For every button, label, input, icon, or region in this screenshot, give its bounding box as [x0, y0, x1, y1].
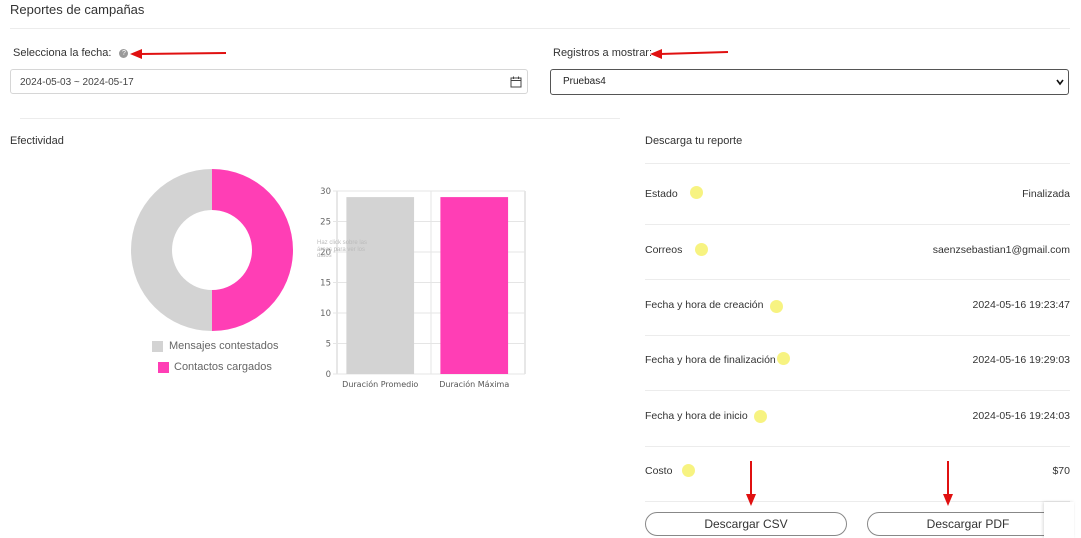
bar-category-label-1: Duración Máxima: [439, 379, 509, 389]
bar-duracion-maxima: [440, 197, 509, 374]
report-divider: [645, 224, 1070, 225]
date-label-text: Selecciona la fecha:: [13, 47, 112, 59]
highlight-dot: [754, 410, 767, 423]
bar-hint-text: Haz click sobre las áreas para ver los d…: [317, 240, 368, 259]
bar-y-tick-label: 10: [320, 309, 331, 319]
annotation-arrow-left: [130, 49, 227, 59]
report-value-creacion: 2024-05-16 19:23:47: [972, 299, 1071, 311]
chevron-down-icon: [1056, 79, 1064, 86]
floating-panel-edge: [1044, 502, 1074, 538]
report-label-creacion: Fecha y hora de creación: [645, 299, 764, 311]
donut-chart[interactable]: [131, 169, 293, 331]
report-label-inicio: Fecha y hora de inicio: [645, 410, 748, 422]
report-label-finalizacion: Fecha y hora de finalización: [645, 354, 776, 366]
highlight-dot: [690, 186, 703, 199]
donut-slice-mensajes: [131, 169, 212, 331]
legend-swatch-contactos: [158, 362, 169, 373]
bar-y-tick-label: 15: [320, 279, 331, 289]
legend-label-contactos[interactable]: Contactos cargados: [174, 361, 272, 373]
annotation-arrow-pdf: [943, 461, 953, 506]
effectiveness-title: Efectividad: [10, 135, 64, 147]
bar-y-tick-label: 25: [320, 218, 331, 228]
help-icon[interactable]: ?: [119, 48, 129, 58]
records-label: Registros a mostrar:: [553, 47, 653, 59]
report-value-correos: saenzsebastian1@gmail.com: [932, 244, 1070, 256]
report-divider-top: [645, 163, 1070, 164]
annotation-arrow-right: [650, 49, 729, 59]
date-range-input[interactable]: 2024-05-03 ~ 2024-05-17: [10, 69, 528, 94]
report-value-estado: Finalizada: [1022, 188, 1070, 200]
bar-y-tick-label: 5: [326, 340, 331, 350]
download-pdf-button[interactable]: Descargar PDF: [867, 512, 1069, 536]
report-label-estado: Estado: [645, 188, 678, 200]
date-filter-label: Selecciona la fecha:?: [13, 47, 129, 59]
header-divider: [10, 28, 1070, 29]
highlight-dot: [777, 352, 790, 365]
date-range-value: 2024-05-03 ~ 2024-05-17: [20, 77, 134, 88]
report-value-finalizacion: 2024-05-16 19:29:03: [972, 354, 1071, 366]
report-divider: [645, 335, 1070, 336]
report-title: Descarga tu reporte: [645, 135, 743, 147]
report-value-inicio: 2024-05-16 19:24:03: [972, 410, 1071, 422]
report-label-correos: Correos: [645, 244, 683, 256]
section-divider: [20, 118, 620, 119]
report-label-costo: Costo: [645, 465, 673, 477]
bar-y-tick-label: 20: [320, 248, 331, 258]
download-csv-button[interactable]: Descargar CSV: [645, 512, 847, 536]
calendar-icon[interactable]: [510, 76, 522, 88]
records-select-value: Pruebas4: [563, 76, 606, 87]
report-divider: [645, 390, 1070, 391]
donut-slice-contactos: [212, 169, 293, 331]
bar-y-tick-label: 0: [326, 370, 331, 380]
bar-y-tick-label: 30: [320, 187, 331, 197]
report-divider: [645, 501, 1070, 502]
bar-chart[interactable]: 0 5 10 15 20 25 30 Duración Promedio Duración …: [310, 180, 535, 395]
page-title: Reportes de campañas: [10, 2, 145, 17]
report-value-costo: $70: [1052, 465, 1070, 477]
bar-duracion-promedio: [346, 197, 415, 374]
legend-label-mensajes[interactable]: Mensajes contestados: [169, 340, 279, 352]
records-select[interactable]: Pruebas4: [550, 69, 1069, 95]
report-divider: [645, 279, 1070, 280]
highlight-dot: [682, 464, 695, 477]
bar-category-label-0: Duración Promedio: [342, 379, 418, 389]
legend-swatch-mensajes: [152, 341, 163, 352]
report-divider: [645, 446, 1070, 447]
highlight-dot: [770, 300, 783, 313]
annotation-arrow-csv: [746, 461, 756, 506]
highlight-dot: [695, 243, 708, 256]
